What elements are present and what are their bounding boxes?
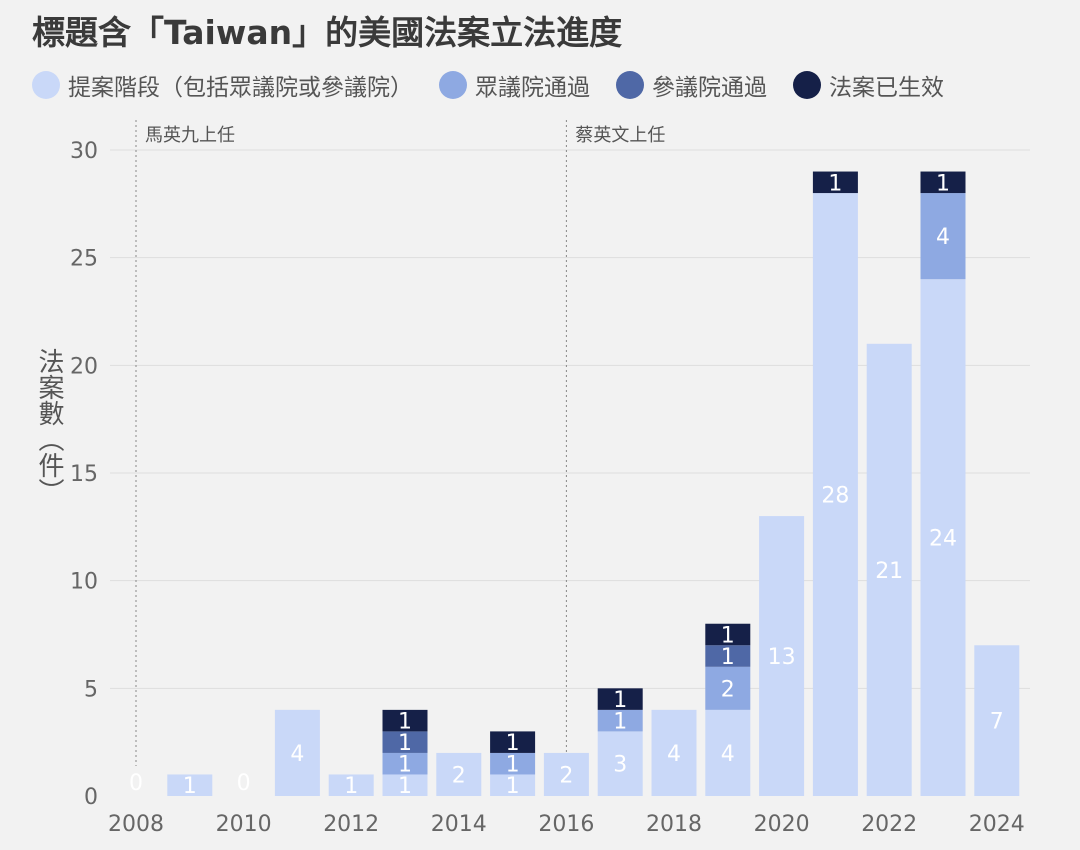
annotation-label-1: 蔡英文上任	[575, 125, 665, 146]
bar-label-2013-series-0: 1	[398, 774, 412, 799]
bar-2016-series-0	[543, 752, 589, 796]
bar-label-2019-series-2: 1	[721, 645, 735, 670]
bar-label-2012-series-0: 1	[344, 774, 358, 799]
legend-swatch-senate-passed	[616, 71, 644, 99]
x-tick-label-2014: 2014	[431, 812, 487, 837]
bar-label-2010-series-0: 0	[237, 771, 251, 796]
bar-label-2021-series-0: 28	[821, 484, 849, 509]
bar-2023-series-3	[920, 171, 966, 194]
x-tick-label-2008: 2008	[108, 812, 164, 837]
chart-title: 標題含「Taiwan」的美國法案立法進度	[32, 13, 623, 52]
y-tick-label-25: 25	[70, 247, 98, 272]
bar-2020-series-0	[759, 516, 805, 796]
x-tick-label-2010: 2010	[216, 812, 272, 837]
x-tick-label-2022: 2022	[861, 812, 917, 837]
bar-2021-series-0	[812, 193, 858, 797]
bar-2019-series-3	[705, 623, 751, 646]
legend-swatch-house-passed	[439, 71, 467, 99]
legend-label-enacted: 法案已生效	[829, 75, 944, 101]
bar-label-2015-series-0: 1	[506, 774, 520, 799]
y-tick-label-0: 0	[84, 785, 98, 810]
legend-label-senate-passed: 參議院通過	[652, 75, 767, 101]
x-tick-label-2020: 2020	[754, 812, 810, 837]
bar-2017-series-0	[597, 731, 643, 796]
bar-2013-series-0	[382, 774, 428, 796]
x-tick-label-2024: 2024	[969, 812, 1025, 837]
bar-label-2013-series-2: 1	[398, 731, 412, 756]
x-tick-label-2012: 2012	[323, 812, 379, 837]
bar-2017-series-3	[597, 688, 643, 710]
y-tick-label-10: 10	[70, 570, 98, 595]
bar-2024-series-0	[974, 645, 1020, 796]
bar-label-2013-series-3: 1	[398, 710, 412, 735]
bar-2019-series-2	[705, 645, 751, 667]
bar-label-2018-series-0: 4	[667, 742, 681, 767]
bar-2022-series-0	[866, 343, 912, 796]
bar-2013-series-2	[382, 731, 428, 753]
y-axis-label: 法案數（件）	[34, 348, 64, 504]
bar-2015-series-3	[490, 731, 536, 753]
bar-label-2021-series-3: 1	[828, 171, 842, 196]
bar-2019-series-1	[705, 666, 751, 710]
legend-label-house-passed: 眾議院通過	[475, 75, 590, 101]
legend-swatch-proposal	[32, 71, 60, 99]
bar-2014-series-0	[436, 752, 482, 796]
bar-2015-series-0	[490, 774, 536, 796]
x-tick-label-2018: 2018	[646, 812, 702, 837]
bar-label-2022-series-0: 21	[875, 559, 903, 584]
bar-2013-series-1	[382, 752, 428, 775]
annotation-label-0: 馬英九上任	[145, 125, 235, 146]
bar-2023-series-1	[920, 193, 966, 280]
bar-label-2023-series-3: 1	[936, 171, 950, 196]
bar-label-2014-series-0: 2	[452, 763, 466, 788]
bar-label-2019-series-1: 2	[721, 677, 735, 702]
bar-2013-series-3	[382, 709, 428, 732]
bar-label-2020-series-0: 13	[768, 645, 796, 670]
bar-label-2015-series-1: 1	[506, 753, 520, 778]
bar-2015-series-1	[490, 752, 536, 775]
bar-label-2017-series-3: 1	[613, 688, 627, 713]
bar-label-2024-series-0: 7	[990, 710, 1004, 735]
bar-2019-series-0	[705, 709, 751, 796]
bar-2018-series-0	[651, 709, 697, 796]
bar-label-2019-series-0: 4	[721, 742, 735, 767]
y-tick-label-20: 20	[70, 354, 98, 379]
bar-label-2008-series-0: 0	[129, 771, 143, 796]
bar-label-2019-series-3: 1	[721, 624, 735, 649]
bar-label-2013-series-1: 1	[398, 753, 412, 778]
legend-item-enacted: 法案已生效	[793, 68, 944, 102]
bar-2021-series-3	[812, 171, 858, 194]
bar-label-2017-series-0: 3	[613, 753, 627, 778]
y-tick-label-5: 5	[84, 677, 98, 702]
bar-label-2009-series-0: 1	[183, 774, 197, 799]
bar-2009-series-0	[167, 774, 213, 796]
legend: 提案階段（包括眾議院或參議院） 眾議院通過 參議院通過 法案已生效	[32, 68, 970, 102]
legend-item-house-passed: 眾議院通過	[439, 68, 590, 102]
legend-item-proposal: 提案階段（包括眾議院或參議院）	[32, 68, 413, 102]
y-tick-label-30: 30	[70, 139, 98, 164]
bar-label-2016-series-0: 2	[559, 763, 573, 788]
bar-label-2023-series-0: 24	[929, 527, 957, 552]
x-tick-label-2016: 2016	[538, 812, 594, 837]
bar-label-2023-series-1: 4	[936, 225, 950, 250]
bar-2012-series-0	[328, 774, 374, 796]
bar-2017-series-1	[597, 709, 643, 732]
bar-2011-series-0	[274, 709, 320, 796]
legend-label-proposal: 提案階段（包括眾議院或參議院）	[68, 75, 413, 101]
bar-label-2017-series-1: 1	[613, 710, 627, 735]
y-tick-label-15: 15	[70, 462, 98, 487]
legend-swatch-enacted	[793, 71, 821, 99]
bar-label-2015-series-3: 1	[506, 731, 520, 756]
bar-2023-series-0	[920, 279, 966, 796]
legend-item-senate-passed: 參議院通過	[616, 68, 767, 102]
bar-label-2011-series-0: 4	[290, 742, 304, 767]
